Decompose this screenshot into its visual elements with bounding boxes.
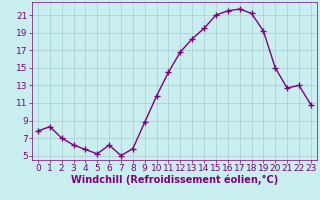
X-axis label: Windchill (Refroidissement éolien,°C): Windchill (Refroidissement éolien,°C) bbox=[71, 175, 278, 185]
